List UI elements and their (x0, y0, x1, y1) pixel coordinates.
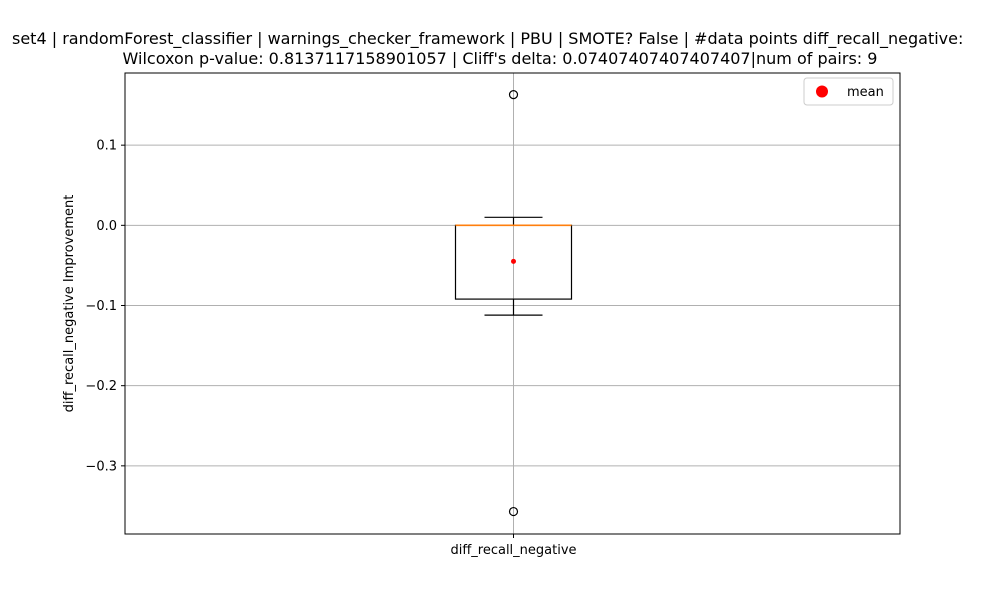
legend-mean-marker (816, 85, 828, 98)
chart-title-line-2: Wilcoxon p-value: 0.8137117158901057 | C… (122, 49, 878, 68)
legend: mean (803, 77, 894, 106)
outlier-point (508, 506, 519, 517)
mean-point (511, 258, 516, 264)
legend-mean-label: mean (847, 85, 884, 100)
y-axis-label: diff_recall_negative Improvement (62, 195, 77, 413)
chart-title-line-1: set4 | randomForest_classifier | warning… (12, 29, 964, 48)
y-tick-label: 0.0 (96, 219, 117, 234)
legend-box (803, 77, 894, 106)
x-tick-label: diff_recall_negative (450, 543, 576, 558)
y-tick-label: 0.1 (96, 139, 117, 154)
outlier-point (508, 90, 519, 100)
plot-area-frame (124, 72, 901, 535)
y-tick-label: −0.3 (85, 459, 117, 474)
y-tick-label: −0.1 (85, 299, 117, 314)
y-tick-label: −0.2 (85, 379, 117, 394)
